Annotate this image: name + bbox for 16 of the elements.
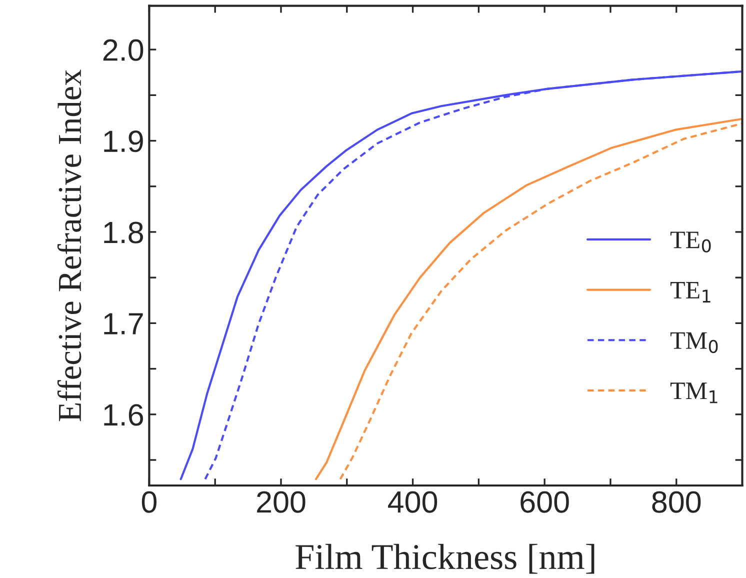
x-tick-label: 800 xyxy=(652,491,701,513)
y-tick-label: 1.9 xyxy=(104,130,143,152)
y-tick-label: 2.0 xyxy=(103,39,144,61)
legend-label: TE$_{1}$ xyxy=(670,282,710,303)
y-tick-label: 1.6 xyxy=(104,404,143,426)
y-tick-label: 1.8 xyxy=(104,222,144,244)
x-axis-title: Film Thickness [nm] xyxy=(296,544,594,574)
x-tick-label: 200 xyxy=(257,491,306,513)
legend-label: TM$_{1}$ xyxy=(670,382,718,404)
legend-label: TM$_{0}$ xyxy=(670,332,718,354)
x-tick-label: 400 xyxy=(388,491,438,513)
y-tick-label: 1.7 xyxy=(104,313,143,334)
legend-label: TE$_{0}$ xyxy=(670,232,711,252)
x-tick-label: 600 xyxy=(520,491,569,513)
x-tick-label: 0 xyxy=(142,491,156,513)
y-axis-title: Effective Refractive Index xyxy=(57,70,82,422)
